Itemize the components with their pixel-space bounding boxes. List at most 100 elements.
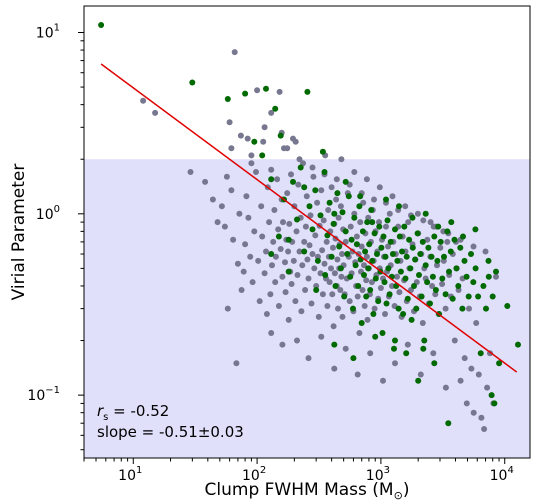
data-point-series-1 bbox=[414, 210, 421, 217]
data-point-series-1 bbox=[482, 248, 489, 255]
data-point-series-1 bbox=[272, 253, 279, 260]
data-point-series-1 bbox=[325, 207, 332, 213]
x-tick-label: 101 bbox=[118, 465, 142, 484]
data-point-series-2 bbox=[334, 190, 341, 197]
data-point-series-2 bbox=[370, 311, 377, 317]
data-point-series-1 bbox=[434, 262, 440, 269]
data-point-series-1 bbox=[209, 196, 216, 203]
data-point-series-2 bbox=[472, 265, 479, 272]
data-point-series-1 bbox=[383, 223, 389, 230]
data-point-series-2 bbox=[451, 236, 458, 243]
data-point-series-1 bbox=[187, 169, 194, 175]
data-point-series-1 bbox=[424, 236, 431, 243]
data-point-series-2 bbox=[412, 256, 419, 263]
data-point-series-1 bbox=[358, 243, 365, 250]
data-point-series-2 bbox=[364, 219, 371, 226]
data-point-series-1 bbox=[260, 138, 267, 145]
data-point-series-1 bbox=[470, 409, 477, 416]
data-point-series-2 bbox=[317, 212, 324, 219]
data-point-series-2 bbox=[460, 233, 466, 240]
data-point-series-2 bbox=[330, 220, 337, 227]
data-point-series-1 bbox=[356, 330, 363, 336]
data-point-series-1 bbox=[351, 169, 358, 175]
data-point-series-2 bbox=[224, 96, 231, 102]
data-point-series-2 bbox=[277, 132, 284, 139]
y-tick-label: 10−1 bbox=[27, 385, 60, 404]
data-point-series-2 bbox=[422, 210, 429, 217]
data-point-series-1 bbox=[337, 203, 344, 210]
data-point-series-1 bbox=[286, 220, 293, 227]
data-point-series-1 bbox=[478, 414, 485, 421]
data-point-series-1 bbox=[152, 109, 159, 116]
shaded-region bbox=[84, 159, 530, 458]
plot-area bbox=[83, 5, 531, 459]
data-point-series-2 bbox=[457, 244, 464, 251]
data-point-series-2 bbox=[407, 265, 414, 272]
data-point-series-1 bbox=[444, 238, 451, 245]
y-tick-base: 10 bbox=[36, 207, 54, 223]
data-point-series-2 bbox=[493, 268, 499, 275]
data-point-series-2 bbox=[382, 253, 389, 260]
data-point-series-1 bbox=[328, 184, 335, 191]
data-point-series-2 bbox=[259, 152, 266, 159]
data-point-series-2 bbox=[392, 337, 398, 344]
x-tick-label: 104 bbox=[490, 465, 514, 484]
data-point-series-1 bbox=[276, 88, 283, 95]
data-point-series-2 bbox=[385, 265, 392, 272]
data-point-series-1 bbox=[294, 272, 301, 278]
data-point-series-2 bbox=[268, 176, 275, 183]
data-point-series-2 bbox=[306, 203, 313, 210]
data-point-series-1 bbox=[275, 226, 282, 233]
data-point-series-1 bbox=[292, 298, 299, 305]
data-point-series-1 bbox=[263, 248, 269, 255]
data-point-series-2 bbox=[344, 251, 351, 257]
rs-symbol: r bbox=[97, 402, 104, 420]
data-point-series-2 bbox=[427, 300, 433, 307]
data-point-series-1 bbox=[363, 277, 370, 284]
data-point-series-1 bbox=[261, 124, 268, 131]
data-point-series-2 bbox=[424, 279, 431, 286]
data-point-series-1 bbox=[320, 217, 327, 224]
data-point-series-1 bbox=[254, 87, 261, 94]
data-point-series-1 bbox=[368, 279, 375, 286]
data-point-series-1 bbox=[266, 219, 273, 226]
data-point-series-2 bbox=[321, 169, 328, 175]
x-tick-label: 103 bbox=[366, 465, 390, 484]
data-point-series-1 bbox=[284, 145, 291, 152]
data-point-series-1 bbox=[318, 333, 325, 340]
data-point-series-2 bbox=[337, 265, 344, 272]
data-point-series-2 bbox=[429, 273, 436, 280]
data-point-series-1 bbox=[385, 243, 391, 250]
data-point-series-1 bbox=[296, 248, 303, 255]
data-point-series-2 bbox=[408, 316, 415, 323]
data-point-series-1 bbox=[282, 259, 288, 266]
data-point-series-2 bbox=[324, 232, 331, 239]
data-point-series-1 bbox=[231, 49, 238, 56]
data-point-series-2 bbox=[409, 214, 416, 221]
data-point-series-2 bbox=[414, 230, 421, 237]
data-point-series-2 bbox=[319, 148, 326, 155]
data-point-series-1 bbox=[420, 217, 427, 224]
data-point-series-1 bbox=[333, 196, 340, 203]
data-point-series-1 bbox=[303, 193, 310, 200]
data-point-series-1 bbox=[318, 187, 325, 194]
data-point-series-2 bbox=[362, 248, 369, 255]
data-point-series-2 bbox=[365, 265, 372, 272]
data-point-series-1 bbox=[270, 238, 277, 245]
data-point-series-1 bbox=[298, 308, 305, 315]
data-point-series-2 bbox=[272, 105, 279, 112]
data-points bbox=[98, 22, 521, 432]
data-point-series-1 bbox=[314, 253, 321, 260]
data-point-series-1 bbox=[442, 305, 449, 312]
data-point-series-1 bbox=[339, 251, 345, 257]
data-point-series-2 bbox=[331, 210, 338, 217]
data-point-series-1 bbox=[335, 305, 341, 312]
data-point-series-2 bbox=[350, 355, 357, 362]
data-point-series-1 bbox=[484, 384, 491, 391]
data-point-series-2 bbox=[372, 333, 379, 340]
data-point-series-2 bbox=[402, 275, 409, 282]
data-point-series-2 bbox=[361, 272, 367, 278]
y-tick-exponent: 1 bbox=[54, 22, 60, 33]
data-point-series-1 bbox=[268, 166, 275, 173]
data-point-series-1 bbox=[293, 228, 300, 235]
